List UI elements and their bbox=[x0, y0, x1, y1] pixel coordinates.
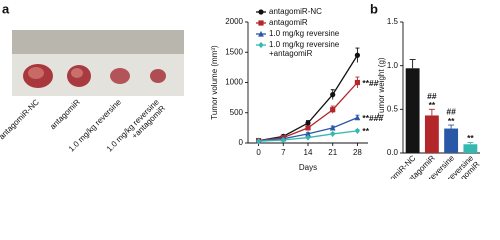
y-axis-label: Tumor volume (mm³) bbox=[210, 45, 219, 120]
bar bbox=[424, 115, 439, 153]
error-bar bbox=[409, 59, 416, 69]
annotation: ** bbox=[362, 126, 369, 136]
x-tick-label: 0 bbox=[256, 148, 261, 157]
panel-letter: b bbox=[370, 1, 378, 16]
y-tick-label: 500 bbox=[230, 108, 244, 117]
marker bbox=[354, 79, 361, 86]
bar bbox=[444, 128, 459, 153]
marker bbox=[305, 130, 311, 137]
error-bar bbox=[467, 142, 474, 145]
legend-label: antagomiR-NC bbox=[269, 7, 322, 16]
annotation: ## ** bbox=[427, 91, 437, 110]
marker bbox=[305, 120, 311, 126]
error-bar bbox=[428, 108, 435, 116]
x-tick-label: 7 bbox=[281, 148, 286, 157]
x-tick-label: 14 bbox=[304, 148, 313, 157]
marker bbox=[258, 20, 264, 26]
bar bbox=[405, 68, 420, 153]
annotation: **### bbox=[362, 113, 383, 123]
photo-label: antagomiR bbox=[48, 97, 82, 131]
annotation: **## bbox=[362, 78, 378, 88]
tumor-photo bbox=[12, 30, 184, 96]
legend-label: antagomiR bbox=[269, 18, 308, 27]
legend-label: 1.0 mg/kg reversine +antagomiR bbox=[269, 40, 340, 58]
error-bar bbox=[448, 124, 455, 129]
annotation: ## ** bbox=[446, 107, 456, 126]
marker bbox=[354, 52, 361, 58]
marker bbox=[255, 138, 262, 145]
y-tick-label: 0 bbox=[239, 138, 244, 147]
marker bbox=[305, 134, 311, 141]
y-tick-label: 1.5 bbox=[387, 17, 399, 26]
y-tick-label: 1000 bbox=[225, 78, 243, 87]
y-tick-label: 0.0 bbox=[387, 148, 399, 157]
y-tick-label: 1.0 bbox=[387, 61, 399, 70]
marker bbox=[280, 136, 286, 144]
marker bbox=[305, 125, 311, 131]
panel-letter: a bbox=[2, 1, 10, 16]
marker bbox=[330, 130, 336, 138]
bar bbox=[463, 144, 478, 153]
photo-label: antagomiR-NC bbox=[0, 97, 41, 141]
marker bbox=[258, 41, 264, 49]
y-tick-label: 0.5 bbox=[387, 104, 399, 113]
y-axis-label: Tumor weight (g) bbox=[377, 57, 386, 118]
marker bbox=[258, 30, 264, 37]
marker bbox=[354, 114, 361, 121]
x-tick-label: 28 bbox=[353, 148, 362, 157]
x-tick-label: 21 bbox=[328, 148, 337, 157]
x-axis-label: Days bbox=[299, 163, 317, 172]
legend-label: 1.0 mg/kg reversine bbox=[269, 29, 340, 38]
y-tick-label: 1500 bbox=[225, 47, 243, 56]
marker bbox=[329, 124, 336, 131]
marker bbox=[330, 92, 336, 98]
marker bbox=[330, 107, 336, 113]
marker bbox=[258, 9, 264, 15]
annotation: ** bbox=[467, 133, 474, 143]
y-tick-label: 2000 bbox=[225, 17, 243, 26]
marker bbox=[354, 127, 361, 134]
